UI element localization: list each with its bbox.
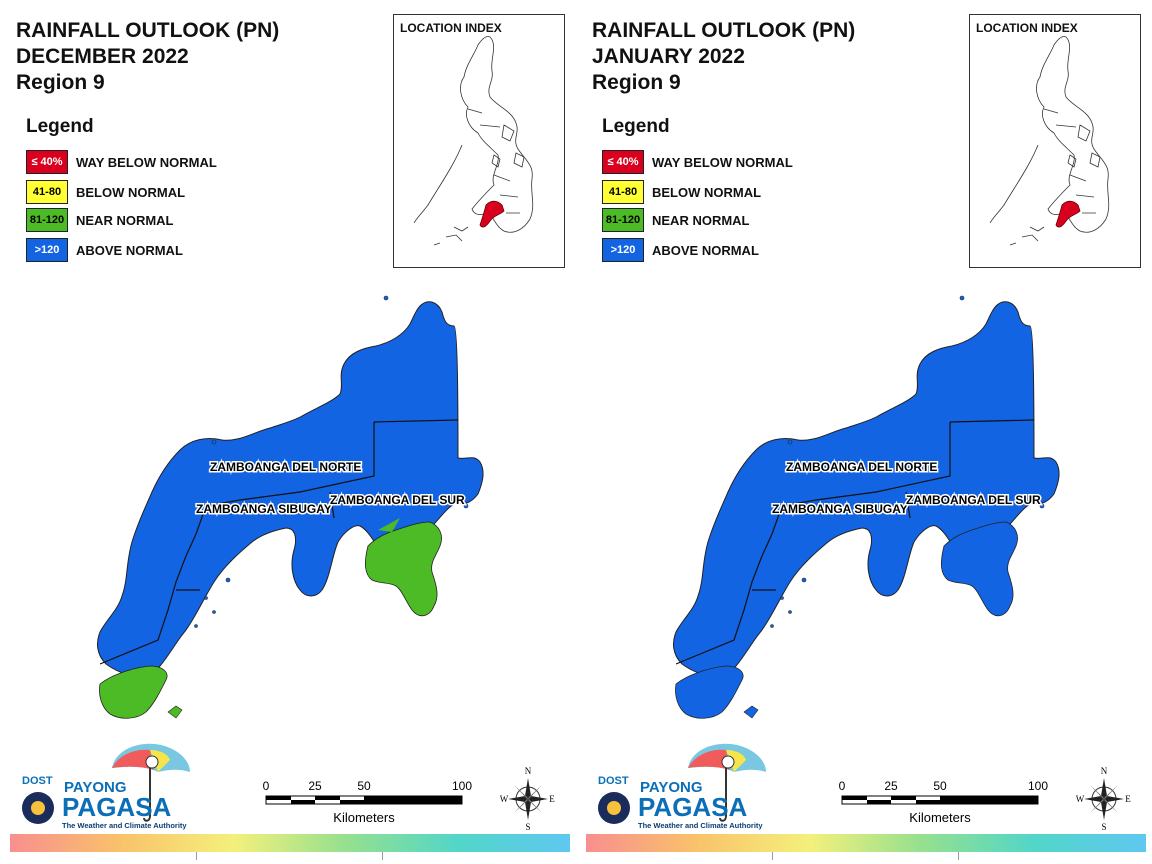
label-zamboanga-sibugay: ZAMBOANGA SIBUGAY bbox=[772, 502, 908, 516]
legend-swatch: >120 bbox=[26, 238, 68, 262]
legend-swatch: ≤ 40% bbox=[602, 150, 644, 174]
logo-dost: DOST bbox=[22, 775, 53, 787]
logo-payong: PAYONG bbox=[64, 779, 127, 796]
color-gradient-strip bbox=[10, 834, 570, 852]
province-labels: ZAMBOANGA DEL NORTE ZAMBOANGA SIBUGAY ZA… bbox=[771, 459, 1043, 518]
title-month: JANUARY 2022 bbox=[592, 45, 745, 68]
logo-pagasa: PAGASA bbox=[638, 792, 748, 822]
pagasa-logo: DOST PAYONG PAGASA The Weather and Clima… bbox=[22, 743, 190, 830]
gradient-tick bbox=[196, 852, 197, 860]
map-title: RAINFALL OUTLOOK (PN) DECEMBER 2022 Regi… bbox=[16, 18, 279, 96]
scale-label-50: 50 bbox=[933, 779, 947, 793]
compass-e: E bbox=[549, 794, 555, 804]
province-labels: ZAMBOANGA DEL NORTE ZAMBOANGA SIBUGAY ZA… bbox=[195, 459, 467, 518]
philippines-outline-map bbox=[413, 36, 534, 246]
region-9-rainfall-map: ZAMBOANGA DEL NORTE ZAMBOANGA SIBUGAY ZA… bbox=[97, 295, 484, 719]
label-zamboanga-del-sur: ZAMBOANGA DEL SUR bbox=[330, 493, 465, 507]
title-month: DECEMBER 2022 bbox=[16, 45, 189, 68]
legend-label: WAY BELOW NORMAL bbox=[652, 155, 793, 170]
scale-bar: 0 25 50 100 Kilometers bbox=[263, 779, 473, 825]
logo-dost: DOST bbox=[598, 775, 629, 787]
legend-label: NEAR NORMAL bbox=[76, 213, 174, 228]
scale-label-100: 100 bbox=[452, 779, 472, 793]
scale-label-25: 25 bbox=[308, 779, 322, 793]
gradient-tick bbox=[958, 852, 959, 860]
compass-s: S bbox=[525, 822, 530, 832]
scale-label-25: 25 bbox=[884, 779, 898, 793]
legend-label: ABOVE NORMAL bbox=[76, 243, 183, 258]
title-region: Region 9 bbox=[16, 71, 105, 94]
outlook-panel-december: RAINFALL OUTLOOK (PN) DECEMBER 2022 Regi… bbox=[10, 14, 570, 860]
inset-title: LOCATION INDEX bbox=[400, 21, 502, 35]
region-9-rainfall-map: ZAMBOANGA DEL NORTE ZAMBOANGA SIBUGAY ZA… bbox=[673, 295, 1060, 719]
legend-label: NEAR NORMAL bbox=[652, 213, 750, 228]
above-normal-islet bbox=[743, 705, 759, 719]
region-above-normal bbox=[97, 301, 484, 676]
legend-label: WAY BELOW NORMAL bbox=[76, 155, 217, 170]
label-zamboanga-del-sur: ZAMBOANGA DEL SUR bbox=[906, 493, 1041, 507]
compass-n: N bbox=[525, 766, 532, 776]
near-normal-islet bbox=[167, 705, 183, 719]
gradient-tick bbox=[382, 852, 383, 860]
region-near-normal-sliver bbox=[378, 518, 400, 532]
north-arrow-icon: N S E W bbox=[500, 766, 555, 832]
outlook-panel-january: RAINFALL OUTLOOK (PN) JANUARY 2022 Regio… bbox=[576, 0, 1152, 864]
compass-s: S bbox=[1101, 822, 1106, 832]
region-near-normal-tip bbox=[99, 665, 168, 719]
scale-bar: 0 25 50 100 Kilometers bbox=[839, 779, 1049, 825]
compass-n: N bbox=[1101, 766, 1108, 776]
compass-w: W bbox=[500, 794, 509, 804]
legend-swatch: 81-120 bbox=[26, 208, 68, 232]
title-line-1: RAINFALL OUTLOOK (PN) bbox=[592, 19, 856, 42]
scale-label-0: 0 bbox=[263, 779, 270, 793]
title-line-1: RAINFALL OUTLOOK (PN) bbox=[16, 19, 280, 42]
region-above-normal-sur bbox=[940, 521, 1018, 617]
scale-label-0: 0 bbox=[839, 779, 846, 793]
scale-label-50: 50 bbox=[357, 779, 371, 793]
logo-tagline: The Weather and Climate Authority bbox=[62, 821, 187, 830]
north-arrow-icon: N S E W bbox=[1076, 766, 1131, 832]
region-above-normal bbox=[673, 301, 1060, 676]
color-gradient-strip bbox=[586, 834, 1146, 852]
legend-label: ABOVE NORMAL bbox=[652, 243, 759, 258]
scale-unit: Kilometers bbox=[333, 810, 395, 825]
location-index-inset: LOCATION INDEX bbox=[393, 14, 565, 268]
title-region: Region 9 bbox=[592, 71, 681, 94]
compass-e: E bbox=[1125, 794, 1131, 804]
logo-pagasa: PAGASA bbox=[62, 792, 172, 822]
logo-payong: PAYONG bbox=[640, 779, 703, 796]
region-near-normal-sur bbox=[364, 521, 442, 617]
legend-swatch: 81-120 bbox=[602, 208, 644, 232]
legend-swatch: 41-80 bbox=[26, 180, 68, 204]
legend-title: Legend bbox=[602, 116, 670, 137]
inset-title: LOCATION INDEX bbox=[976, 21, 1078, 35]
label-zamboanga-del-norte: ZAMBOANGA DEL NORTE bbox=[210, 460, 361, 474]
location-index-inset: LOCATION INDEX bbox=[969, 14, 1141, 268]
pagasa-logo: DOST PAYONG PAGASA The Weather and Clima… bbox=[598, 743, 766, 830]
legend-label: BELOW NORMAL bbox=[652, 185, 762, 200]
region-above-normal-tip bbox=[675, 665, 744, 719]
legend-swatch: 41-80 bbox=[602, 180, 644, 204]
legend-label: BELOW NORMAL bbox=[76, 185, 186, 200]
philippines-outline-map bbox=[989, 36, 1110, 246]
scale-unit: Kilometers bbox=[909, 810, 971, 825]
label-zamboanga-sibugay: ZAMBOANGA SIBUGAY bbox=[196, 502, 332, 516]
map-title: RAINFALL OUTLOOK (PN) JANUARY 2022 Regio… bbox=[592, 18, 855, 96]
legend-title: Legend bbox=[26, 116, 94, 137]
scale-label-100: 100 bbox=[1028, 779, 1048, 793]
logo-tagline: The Weather and Climate Authority bbox=[638, 821, 763, 830]
legend-swatch: ≤ 40% bbox=[26, 150, 68, 174]
label-zamboanga-del-norte: ZAMBOANGA DEL NORTE bbox=[786, 460, 937, 474]
legend-swatch: >120 bbox=[602, 238, 644, 262]
gradient-tick bbox=[772, 852, 773, 860]
compass-w: W bbox=[1076, 794, 1085, 804]
